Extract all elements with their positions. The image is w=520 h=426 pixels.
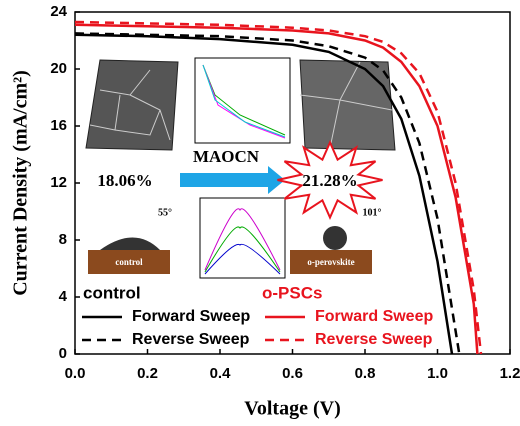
y-tick-label: 4: [59, 288, 68, 305]
annotation: control: [115, 257, 143, 267]
star: [277, 140, 383, 220]
annotation: 101°: [363, 207, 382, 218]
y-tick-label: 24: [50, 3, 67, 20]
y-tick-label: 0: [59, 345, 67, 362]
inset-trpl: [194, 57, 291, 144]
y-tick-label: 16: [50, 117, 67, 134]
annotation: o-perovskite: [307, 257, 354, 267]
legend-label: Forward Sweep: [315, 308, 433, 325]
inset-film-opsc: [299, 59, 396, 151]
x-tick-label: 1.2: [500, 365, 520, 382]
series-line: [74, 32, 461, 355]
series-line: [74, 23, 479, 355]
x-tick-label: 1.0: [427, 365, 448, 382]
legend-label: Reverse Sweep: [132, 331, 250, 348]
x-tick-label: 0.6: [282, 365, 303, 382]
y-axis-label: Current Density (mA/cm²): [10, 70, 32, 296]
droplet-opsc: [323, 226, 347, 250]
annotation: 55°: [158, 207, 172, 218]
inset-film-control: [85, 59, 179, 151]
y-tick-label: 12: [50, 174, 67, 191]
substrate-opsc: [290, 250, 372, 274]
series-line: [74, 33, 454, 355]
arrow: [180, 166, 285, 194]
legend-label: Reverse Sweep: [315, 331, 433, 348]
annotation: 21.28%: [302, 171, 357, 190]
y-tick-label: 8: [59, 231, 67, 248]
x-tick-label: 0.0: [65, 365, 86, 382]
x-tick-label: 0.2: [137, 365, 158, 382]
x-tick-label: 0.4: [210, 365, 232, 382]
x-axis-label: Voltage (V): [244, 398, 340, 420]
substrate-control: [88, 250, 170, 274]
legend-group-title: o-PSCs: [262, 283, 322, 302]
annotation: 18.06%: [97, 171, 152, 190]
droplet-control: [100, 237, 160, 250]
x-tick-label: 0.8: [355, 365, 376, 382]
legend-label: Forward Sweep: [132, 308, 250, 325]
annotation: MAOCN: [193, 147, 260, 166]
inset-pl: [199, 197, 286, 279]
legend-group-title: control: [83, 283, 141, 302]
y-tick-label: 20: [50, 60, 67, 77]
